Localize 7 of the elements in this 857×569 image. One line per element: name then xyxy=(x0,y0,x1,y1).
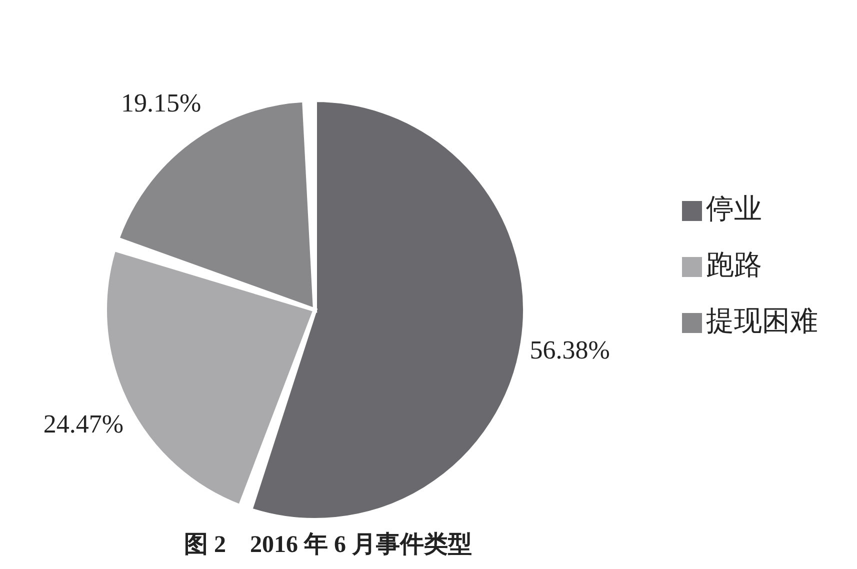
legend-label: 提现困难 xyxy=(706,306,818,336)
data-label: 24.47% xyxy=(43,409,124,438)
data-label: 19.15% xyxy=(121,88,202,118)
legend-label: 停业 xyxy=(706,194,762,224)
legend-label: 跑路 xyxy=(706,250,762,280)
data-label: 56.38% xyxy=(530,336,610,365)
text: 图 2 2016 年 6 月事件类型 xyxy=(183,530,473,560)
